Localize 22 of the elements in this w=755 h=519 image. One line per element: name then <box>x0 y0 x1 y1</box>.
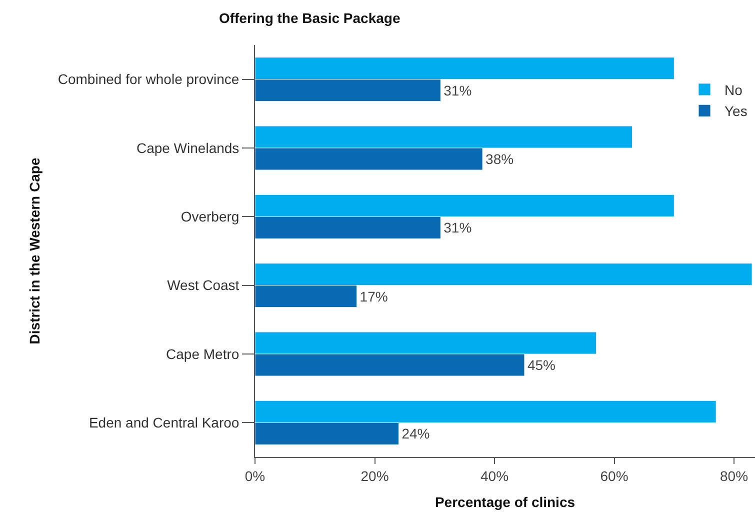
x-tick-label: 80% <box>720 468 748 484</box>
data-label: 38% <box>486 150 514 167</box>
data-label: 31% <box>444 82 472 98</box>
y-tick-label: Combined for whole province <box>58 71 240 88</box>
data-label: 45% <box>527 356 556 373</box>
legend-label: No <box>724 82 743 98</box>
x-tick-label: 20% <box>360 468 389 484</box>
chart-title: Offering the Basic Package <box>218 10 400 26</box>
y-axis-title: District in the Western Cape <box>26 158 42 344</box>
x-axis-title: Percentage of clinics <box>434 494 576 510</box>
x-tick-label: 0% <box>244 468 266 484</box>
y-tick-label: Cape Metro <box>166 346 240 362</box>
data-label: 31% <box>444 220 472 236</box>
x-tick-label: 60% <box>600 468 628 484</box>
y-tick-label: Overberg <box>180 208 240 225</box>
x-tick-label: 40% <box>480 468 509 484</box>
y-tick-label: Eden and Central Karoo <box>88 414 240 431</box>
data-label: 17% <box>360 288 388 304</box>
y-tick-label: West Coast <box>167 277 240 294</box>
y-tick-label: Cape Winelands <box>136 140 240 156</box>
data-label: 24% <box>402 426 430 442</box>
legend-label: Yes <box>724 103 748 120</box>
